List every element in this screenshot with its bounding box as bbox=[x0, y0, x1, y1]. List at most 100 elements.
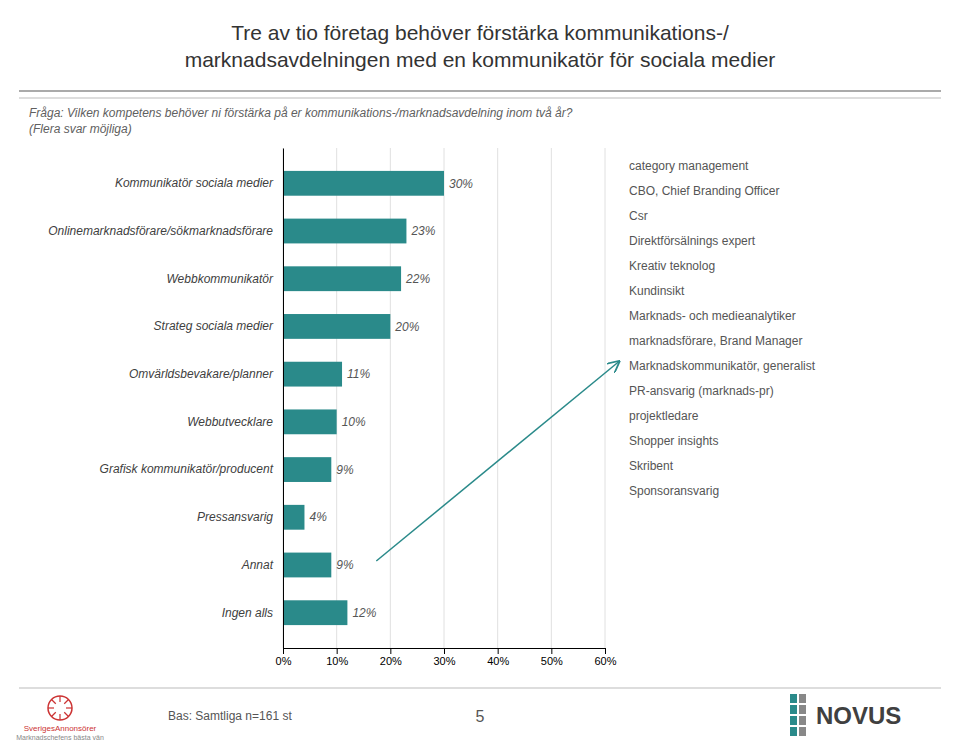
annotation: CBO, Chief Branding Officer bbox=[629, 184, 780, 198]
bar bbox=[283, 600, 347, 625]
logo-square bbox=[790, 716, 797, 725]
logo-square bbox=[790, 727, 797, 736]
x-tick: 60% bbox=[594, 648, 616, 667]
x-tick-mark bbox=[444, 648, 445, 654]
annotation: Sponsoransvarig bbox=[629, 484, 719, 498]
logo-spoke bbox=[59, 714, 60, 720]
logo-square bbox=[790, 694, 797, 703]
x-tick-mark bbox=[283, 648, 284, 654]
bar bbox=[283, 409, 337, 434]
annotation: Shopper insights bbox=[629, 434, 718, 448]
bar bbox=[283, 505, 304, 530]
grid bbox=[283, 148, 605, 648]
chart-svg: Tre av tio företag behöver förstärka kom… bbox=[0, 0, 960, 744]
data-labels: 30%23%22%20%11%10%9%4%9%12% bbox=[309, 177, 473, 620]
subtitle: Fråga: Vilken kompetens behöver ni först… bbox=[29, 106, 573, 120]
x-tick: 20% bbox=[380, 648, 402, 667]
logo-circle bbox=[48, 696, 72, 720]
category-label: Pressansvarig bbox=[197, 510, 273, 524]
annotation: marknadsförare, Brand Manager bbox=[629, 334, 802, 348]
y-tick: Omvärldsbevakare/planner bbox=[129, 367, 283, 381]
x-tick-label: 20% bbox=[380, 655, 402, 667]
category-label: Ingen alls bbox=[222, 606, 273, 620]
category-label: Strateg sociala medier bbox=[154, 319, 274, 333]
category-label: Webbkommunikatör bbox=[167, 272, 274, 286]
logo-spoke bbox=[64, 712, 68, 716]
data-label: 22% bbox=[405, 272, 430, 286]
annotation: Kreativ teknolog bbox=[629, 259, 715, 273]
data-label: 10% bbox=[342, 415, 366, 429]
subtitle: (Flera svar möjliga) bbox=[29, 122, 132, 136]
x-tick: 50% bbox=[541, 648, 563, 667]
plot: 30%23%22%20%11%10%9%4%9%12%0%10%20%30%40… bbox=[48, 148, 616, 667]
x-tick-mark bbox=[551, 648, 552, 654]
annotation: Skribent bbox=[629, 459, 674, 473]
separator bbox=[19, 688, 941, 689]
x-axis-line bbox=[284, 649, 606, 655]
logo-left: SverigesAnnonsörerMarknadschefens bästa … bbox=[16, 696, 104, 741]
x-tick-mark bbox=[390, 648, 391, 654]
source: Bas: Samtliga n=161 st bbox=[168, 709, 292, 723]
category-label: Annat bbox=[241, 558, 274, 572]
bar bbox=[283, 457, 331, 482]
grid-line bbox=[497, 148, 498, 648]
grid-line bbox=[605, 148, 606, 648]
annotation: Marknadskommunikatör, generalist bbox=[629, 359, 816, 373]
annotation: Kundinsikt bbox=[629, 284, 685, 298]
x-tick: 30% bbox=[433, 648, 455, 667]
y-axis-line bbox=[283, 149, 284, 649]
logo-square bbox=[799, 716, 806, 725]
page-number: 5 bbox=[476, 708, 485, 725]
category-label: Kommunikatör sociala medier bbox=[115, 176, 274, 190]
logo-square bbox=[799, 694, 806, 703]
x-tick-label: 60% bbox=[594, 655, 616, 667]
data-label: 30% bbox=[449, 177, 473, 191]
logo-text: Marknadschefens bästa vän bbox=[16, 734, 104, 741]
y-tick: Strateg sociala medier bbox=[154, 319, 283, 333]
x-tick-mark bbox=[337, 648, 338, 654]
separator bbox=[19, 90, 941, 92]
annotations: category management CBO, Chief Branding O… bbox=[629, 159, 816, 498]
bar bbox=[283, 219, 406, 244]
category-label: Onlinemarknadsförare/sökmarknadsförare bbox=[48, 224, 273, 238]
arrow bbox=[376, 362, 619, 561]
subtitle-group: Fråga: Vilken kompetens behöver ni först… bbox=[29, 106, 573, 136]
bar bbox=[283, 553, 331, 578]
y-tick: Pressansvarig bbox=[197, 510, 283, 524]
data-label: 4% bbox=[309, 510, 327, 524]
annotation: projektledare bbox=[629, 409, 699, 423]
logo-spoke bbox=[59, 696, 60, 702]
annotation: category management bbox=[629, 159, 749, 173]
title: Tre av tio företag behöver förstärka kom… bbox=[231, 21, 729, 44]
x-tick-mark bbox=[605, 648, 606, 654]
x-tick-label: 40% bbox=[487, 655, 509, 667]
logo-spoke bbox=[64, 700, 68, 704]
y-tick: Annat bbox=[241, 558, 283, 572]
data-label: 20% bbox=[394, 320, 419, 334]
x-tick: 10% bbox=[326, 648, 348, 667]
logo-spoke bbox=[52, 712, 56, 716]
x-axis: 0% 10% 20% 30% 40% 50% 60% bbox=[276, 648, 617, 667]
x-tick: 40% bbox=[487, 648, 509, 667]
x-tick-label: 0% bbox=[276, 655, 292, 667]
y-tick: Kommunikatör sociala medier bbox=[115, 176, 283, 190]
logo-square bbox=[799, 727, 806, 736]
annotation: PR-ansvarig (marknads-pr) bbox=[629, 384, 774, 398]
category-label: Webbutvecklare bbox=[187, 415, 273, 429]
annotation: Direktförsälnings expert bbox=[629, 234, 756, 248]
data-label: 11% bbox=[347, 367, 370, 381]
title: marknadsavdelningen med en kommunikatör … bbox=[185, 48, 776, 71]
bars bbox=[283, 171, 444, 625]
logo-text: NOVUS bbox=[816, 702, 901, 729]
grid-line bbox=[444, 148, 445, 648]
y-axis: Kommunikatör sociala medier Onlinemarknad… bbox=[48, 149, 283, 649]
logo-text: SverigesAnnonsörer bbox=[24, 724, 97, 733]
bar bbox=[283, 362, 342, 387]
logo-square bbox=[799, 705, 806, 714]
y-tick: Grafisk kommunikatör/producent bbox=[100, 462, 283, 476]
category-label: Omvärldsbevakare/planner bbox=[129, 367, 274, 381]
category-label: Grafisk kommunikatör/producent bbox=[100, 462, 274, 476]
x-tick-label: 10% bbox=[326, 655, 348, 667]
logo-square bbox=[790, 705, 797, 714]
x-tick-label: 50% bbox=[541, 655, 563, 667]
